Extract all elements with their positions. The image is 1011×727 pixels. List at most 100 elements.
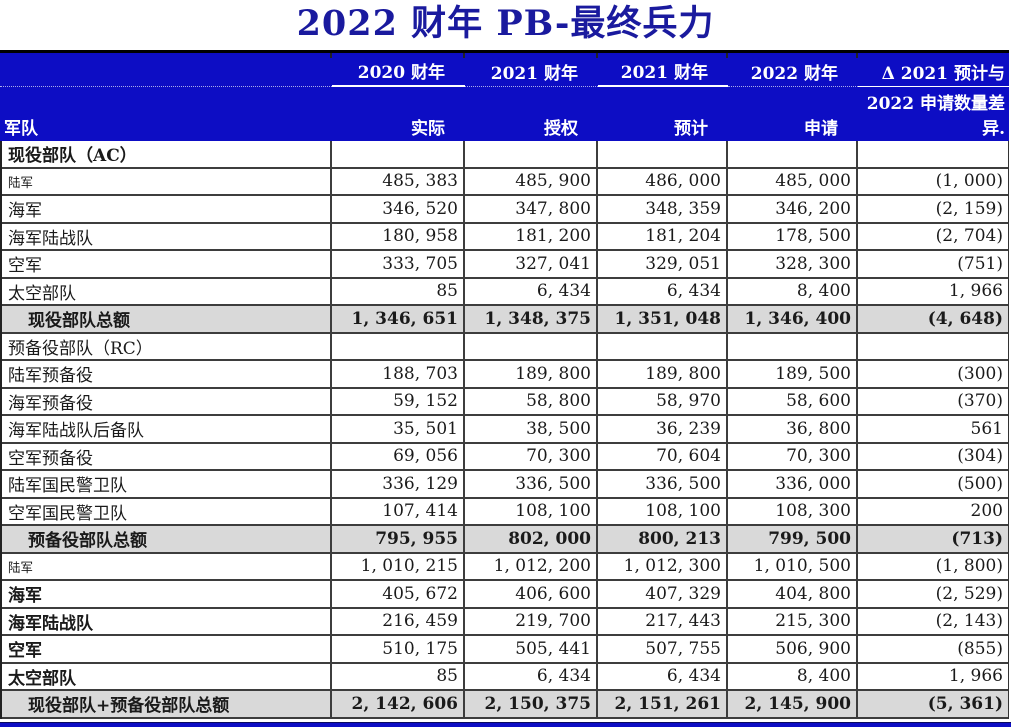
value-cell [465, 333, 598, 359]
value-cell: 70, 300 [465, 443, 598, 469]
value-cell: (1, 000) [935, 171, 1003, 192]
value-cell: 85 [332, 663, 465, 689]
value-cell [598, 333, 728, 359]
table-row: 现役部队总额 1, 346, 651 1, 348, 375 1, 351, 048 1… [2, 306, 1008, 334]
value-cell: (300) [957, 363, 1003, 384]
value-cell: 333, 705 [332, 251, 465, 277]
value-cell: 180, 958 [332, 223, 465, 249]
value-cell: 799, 500 [728, 526, 858, 552]
row-label: 空军国民警卫队 [2, 498, 332, 524]
value-cell: 108, 100 [598, 498, 728, 524]
table-row: 空军预备役 69, 056 70, 300 70, 604 70, 300 (304) [2, 443, 1008, 471]
row-label: 陆军预备役 [2, 361, 332, 387]
value-cell: 181, 204 [598, 223, 728, 249]
value-cell: 802, 000 [465, 526, 598, 552]
header-tick [596, 53, 598, 58]
header-authorized: 授权 [544, 119, 578, 139]
value-cell: 1, 012, 200 [465, 553, 598, 579]
table-row: 现役部队+预备役部队总额 2, 142, 606 2, 150, 375 2, 151… [2, 691, 1008, 719]
value-cell: (2, 529) [935, 583, 1003, 604]
row-label: 海军陆战队后备队 [2, 416, 332, 442]
bottom-blue-bar [0, 721, 1011, 727]
value-cell: 406, 600 [465, 581, 598, 607]
value-cell: 6, 434 [465, 663, 598, 689]
header-tick [463, 53, 465, 58]
table-row: 海军预备役 59, 152 58, 800 58, 970 58, 600 (370) [2, 388, 1008, 416]
header-fy2020: 2020 财年 [332, 53, 465, 87]
value-cell: 405, 672 [332, 581, 465, 607]
value-cell: 485, 383 [332, 168, 465, 194]
value-cell: 346, 200 [728, 196, 858, 222]
value-cell: 35, 501 [332, 416, 465, 442]
value-cell [332, 333, 465, 359]
value-cell [332, 141, 465, 167]
end-strength-table: 2020 财年 2021 财年 2021 财年 2022 财年 Δ 2021 预… [0, 50, 1009, 719]
value-cell: 1, 346, 651 [332, 306, 465, 332]
header-delta-line3: 异. [982, 119, 1005, 139]
value-cell: 800, 213 [598, 526, 728, 552]
table-row: 陆军 1, 010, 215 1, 012, 200 1, 012, 300 1, 01… [2, 553, 1008, 581]
value-cell: 1, 348, 375 [465, 306, 598, 332]
row-label: 空军 [2, 636, 332, 662]
row-label: 太空部队 [2, 663, 332, 689]
table-row: 空军 510, 175 505, 441 507, 755 506, 900 (855) [2, 636, 1008, 664]
value-cell: 507, 755 [598, 636, 728, 662]
value-cell: (751) [957, 253, 1003, 274]
table-row: 海军陆战队后备队 35, 501 38, 500 36, 239 36, 800 561 [2, 416, 1008, 444]
row-label: 海军 [2, 196, 332, 222]
value-cell: (500) [957, 473, 1003, 494]
row-label: 现役部队总额 [2, 306, 332, 332]
value-cell: 506, 900 [728, 636, 858, 662]
value-cell: 1, 966 [948, 666, 1003, 687]
value-cell: 70, 604 [598, 443, 728, 469]
value-cell: 219, 700 [465, 608, 598, 634]
value-cell: 8, 400 [728, 278, 858, 304]
value-cell: 8, 400 [728, 663, 858, 689]
value-cell: (713) [951, 528, 1003, 549]
value-cell: 348, 359 [598, 196, 728, 222]
row-label: 预备役部队总额 [2, 526, 332, 552]
value-cell: 404, 800 [728, 581, 858, 607]
value-cell: 486, 000 [598, 168, 728, 194]
value-cell: 327, 041 [465, 251, 598, 277]
value-cell: 1, 346, 400 [728, 306, 858, 332]
table-row: 预备役部队（RC） [2, 333, 1008, 361]
page-title: 2022 财年 PB-最终兵力 [296, 3, 715, 44]
header-force-label: 军队 [4, 119, 38, 139]
value-cell: 58, 800 [465, 388, 598, 414]
value-cell: 510, 175 [332, 636, 465, 662]
table-row: 现役部队（AC） [2, 141, 1008, 169]
table-row: 海军陆战队 180, 958 181, 200 181, 204 178, 500 (2,… [2, 223, 1008, 251]
header-estimated: 预计 [674, 119, 708, 139]
value-cell: 1, 351, 048 [598, 306, 728, 332]
value-cell: 181, 200 [465, 223, 598, 249]
table-header: 2020 财年 2021 财年 2021 财年 2022 财年 Δ 2021 预… [0, 50, 1009, 141]
value-cell: 346, 520 [332, 196, 465, 222]
value-cell: 6, 434 [598, 278, 728, 304]
value-cell: 189, 800 [598, 361, 728, 387]
value-cell [728, 141, 858, 167]
table-row: 海军陆战队 216, 459 219, 700 217, 443 215, 300 (2,… [2, 608, 1008, 636]
value-cell: 485, 900 [465, 168, 598, 194]
value-cell: 347, 800 [465, 196, 598, 222]
value-cell: 2, 142, 606 [332, 691, 465, 717]
value-cell: (1, 800) [935, 556, 1003, 577]
table-row: 预备役部队总额 795, 955 802, 000 800, 213 799, 500 (… [2, 526, 1008, 554]
header-tick [856, 53, 858, 58]
row-label: 预备役部队（RC） [2, 333, 332, 359]
table-row: 太空部队 85 6, 434 6, 434 8, 400 1, 966 [2, 663, 1008, 691]
value-cell: (5, 361) [927, 693, 1003, 714]
value-cell: 217, 443 [598, 608, 728, 634]
value-cell: 1, 010, 215 [332, 553, 465, 579]
header-delta-wrap: 2022 申请数量差 异. [858, 87, 1009, 143]
value-cell: (2, 159) [935, 198, 1003, 219]
header-tick [726, 53, 728, 58]
value-cell: 85 [332, 278, 465, 304]
value-cell: 505, 441 [465, 636, 598, 662]
table-row: 海军 405, 672 406, 600 407, 329 404, 800 (2, 52… [2, 581, 1008, 609]
table-row: 海军 346, 520 347, 800 348, 359 346, 200 (2, 15… [2, 196, 1008, 224]
value-cell: (2, 704) [935, 226, 1003, 247]
value-cell: (855) [957, 638, 1003, 659]
value-cell [858, 141, 1008, 167]
